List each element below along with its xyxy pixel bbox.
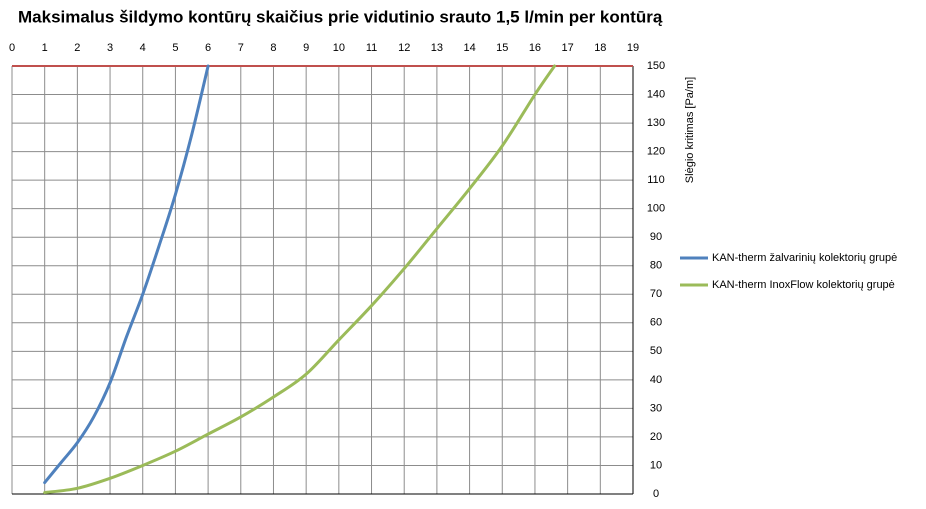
y-tick-label: 120	[647, 146, 665, 158]
x-tick-label: 14	[463, 42, 475, 54]
x-tick-label: 16	[529, 42, 541, 54]
x-tick-label: 3	[107, 42, 113, 54]
x-tick-label: 6	[205, 42, 211, 54]
y-tick-label: 90	[650, 231, 662, 243]
y-tick-label: 50	[650, 345, 662, 357]
x-tick-label: 18	[594, 42, 606, 54]
x-tick-label: 5	[172, 42, 178, 54]
y-tick-label: 150	[647, 60, 665, 72]
x-tick-label: 19	[627, 42, 639, 54]
x-tick-label: 2	[74, 42, 80, 54]
legend-label: KAN-therm žalvarinių kolektorių grupė	[712, 252, 897, 264]
y-tick-label: 20	[650, 431, 662, 443]
y-tick-label: 60	[650, 317, 662, 329]
x-tick-label: 10	[333, 42, 345, 54]
x-tick-label: 11	[366, 42, 377, 54]
x-tick-label: 7	[238, 42, 244, 54]
y-tick-label: 130	[647, 117, 665, 129]
chart-title: Maksimalus šildymo kontūrų skaičius prie…	[18, 7, 663, 26]
y-tick-label: 140	[647, 88, 665, 100]
y-tick-label: 70	[650, 288, 662, 300]
x-tick-label: 17	[562, 42, 574, 54]
y-tick-label: 80	[650, 260, 662, 272]
x-tick-label: 4	[140, 42, 146, 54]
legend-label: KAN-therm InoxFlow kolektorių grupė	[712, 279, 895, 291]
y-tick-label: 40	[650, 374, 662, 386]
x-tick-label: 15	[496, 42, 508, 54]
y-tick-label: 110	[647, 174, 665, 186]
x-tick-label: 12	[398, 42, 410, 54]
y-tick-label: 10	[650, 459, 662, 471]
y-tick-label: 100	[647, 203, 665, 215]
x-tick-label: 8	[270, 42, 276, 54]
x-tick-label: 9	[303, 42, 309, 54]
y-axis-title: Slėgio kritimas [Pa/m]	[684, 77, 696, 183]
y-tick-label: 30	[650, 402, 662, 414]
x-tick-label: 13	[431, 42, 443, 54]
x-tick-label: 1	[42, 42, 48, 54]
y-tick-label: 0	[653, 488, 659, 500]
x-tick-label: 0	[9, 42, 15, 54]
series-line	[43, 64, 210, 485]
series-line	[43, 64, 557, 495]
